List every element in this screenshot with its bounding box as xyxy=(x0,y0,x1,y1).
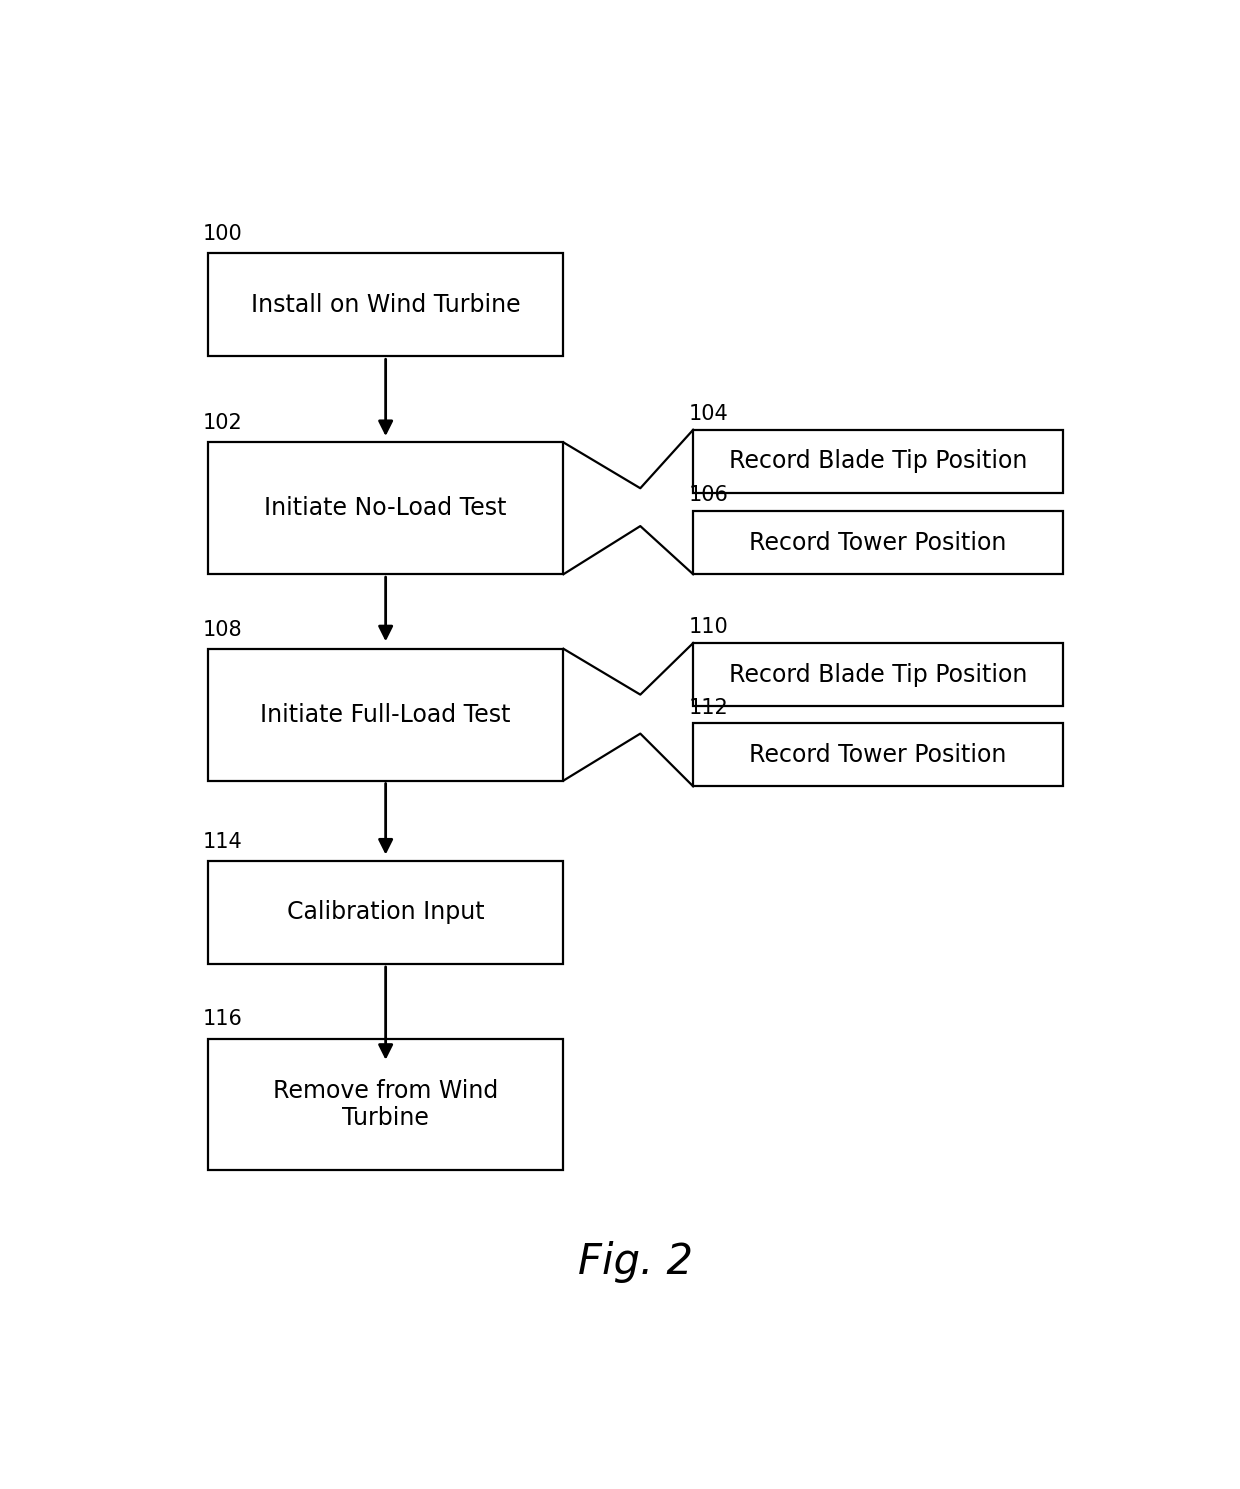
Text: 116: 116 xyxy=(203,1010,243,1029)
Text: 114: 114 xyxy=(203,832,243,852)
Text: 104: 104 xyxy=(688,404,728,424)
Text: 110: 110 xyxy=(688,618,728,637)
Text: Record Tower Position: Record Tower Position xyxy=(749,530,1007,555)
FancyBboxPatch shape xyxy=(693,724,1063,786)
FancyBboxPatch shape xyxy=(208,442,563,575)
FancyBboxPatch shape xyxy=(693,430,1063,493)
FancyBboxPatch shape xyxy=(208,253,563,356)
Text: Initiate No-Load Test: Initiate No-Load Test xyxy=(264,496,507,520)
Text: Remove from Wind
Turbine: Remove from Wind Turbine xyxy=(273,1078,498,1130)
Text: 108: 108 xyxy=(203,619,243,640)
Text: Calibration Input: Calibration Input xyxy=(286,901,485,925)
Text: Install on Wind Turbine: Install on Wind Turbine xyxy=(250,293,521,317)
Text: Record Blade Tip Position: Record Blade Tip Position xyxy=(729,663,1028,686)
FancyBboxPatch shape xyxy=(693,511,1063,575)
Text: 106: 106 xyxy=(688,485,728,505)
Text: 112: 112 xyxy=(688,697,728,718)
Text: 102: 102 xyxy=(203,414,243,433)
FancyBboxPatch shape xyxy=(693,643,1063,706)
FancyBboxPatch shape xyxy=(208,861,563,963)
Text: 100: 100 xyxy=(203,223,243,244)
Text: Record Tower Position: Record Tower Position xyxy=(749,743,1007,767)
Text: Record Blade Tip Position: Record Blade Tip Position xyxy=(729,450,1028,474)
FancyBboxPatch shape xyxy=(208,1039,563,1170)
Text: Fig. 2: Fig. 2 xyxy=(578,1242,693,1284)
Text: Initiate Full-Load Test: Initiate Full-Load Test xyxy=(260,703,511,727)
FancyBboxPatch shape xyxy=(208,649,563,780)
